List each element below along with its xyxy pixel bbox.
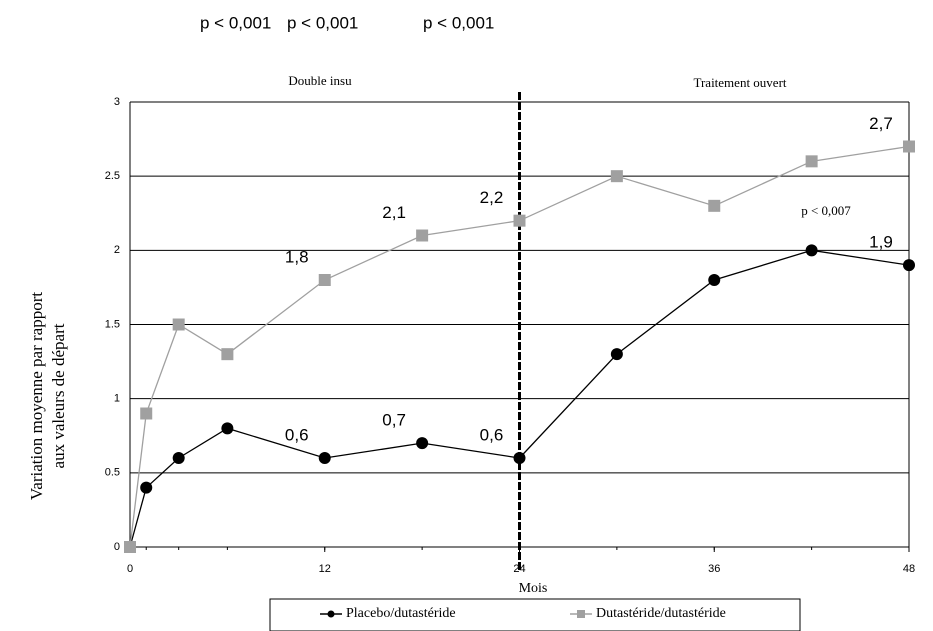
value-label: 0,7 — [382, 411, 406, 430]
value-label: 2,1 — [382, 203, 406, 222]
marker — [416, 437, 429, 450]
marker — [903, 259, 915, 272]
marker — [708, 199, 721, 212]
y-tick-label: 1 — [114, 393, 120, 405]
legend-marker — [577, 610, 585, 618]
y-axis-label: Variation moyenne par rapport — [27, 292, 46, 500]
legend-label: Placebo/dutastéride — [346, 606, 456, 621]
y-tick-label: 3 — [114, 96, 120, 108]
x-tick-label: 0 — [127, 563, 133, 575]
y-axis-label: aux valeurs de départ — [49, 323, 68, 468]
marker — [513, 452, 526, 464]
marker — [124, 541, 136, 553]
annotation: p < 0,007 — [801, 203, 851, 218]
marker — [318, 452, 331, 464]
legend-marker — [327, 610, 335, 618]
x-tick-label: 36 — [708, 563, 720, 575]
marker — [318, 274, 331, 286]
x-tick-label: 12 — [319, 563, 331, 575]
y-tick-label: 2 — [114, 244, 120, 256]
annotation: Double insu — [288, 73, 352, 88]
x-tick-label: 48 — [903, 563, 915, 575]
marker — [513, 214, 526, 227]
marker — [610, 170, 623, 183]
value-label: 0,6 — [480, 425, 504, 444]
y-tick-label: 0 — [114, 541, 120, 553]
marker — [805, 244, 818, 257]
legend-box — [269, 598, 801, 631]
marker — [172, 452, 185, 464]
marker — [221, 422, 234, 435]
marker — [610, 348, 623, 361]
marker — [708, 274, 721, 286]
marker — [903, 140, 915, 153]
marker — [172, 318, 185, 331]
value-label: 1,8 — [285, 247, 309, 266]
value-label: 0,6 — [285, 425, 309, 444]
marker — [140, 407, 153, 420]
annotation: p < 0,001 — [200, 13, 271, 32]
marker — [221, 348, 234, 361]
y-tick-label: 1.5 — [105, 318, 120, 330]
annotation: p < 0,001 — [287, 13, 358, 32]
value-label: 1,9 — [869, 233, 893, 252]
annotation: Traitement ouvert — [693, 75, 786, 90]
y-tick-label: 2.5 — [105, 170, 120, 182]
marker — [140, 481, 153, 494]
value-label: 2,2 — [480, 188, 504, 207]
marker — [805, 155, 818, 168]
x-axis-label: Mois — [519, 581, 548, 596]
legend-label: Dutastéride/dutastéride — [596, 606, 726, 621]
y-tick-label: 0.5 — [105, 467, 120, 479]
marker — [416, 229, 429, 242]
value-label: 2,7 — [869, 114, 893, 133]
annotation: p < 0,001 — [423, 13, 494, 32]
